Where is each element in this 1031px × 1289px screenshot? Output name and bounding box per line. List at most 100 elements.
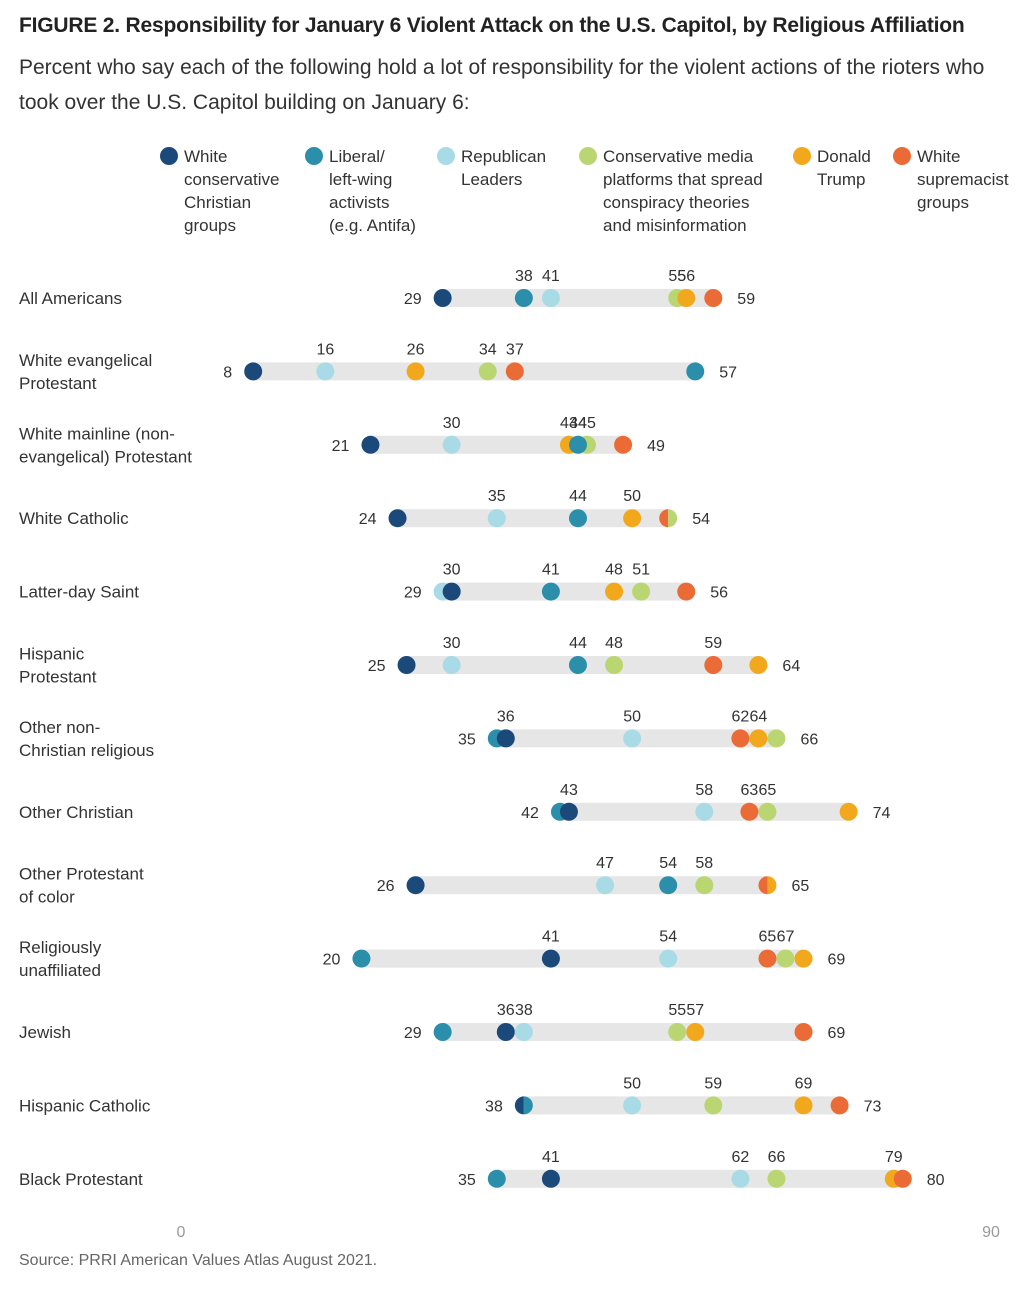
dot-rep [487,509,506,528]
dot-rep [541,289,560,307]
dot-ws [505,362,524,381]
value-label: 35 [458,1172,476,1189]
dot-ws [893,1169,912,1188]
row-label: of color [19,888,75,907]
legend-item-ws: White supremacist groups [893,145,1009,214]
value-label: 62 [731,1149,749,1166]
value-label: 69 [795,1075,813,1092]
dot-lib [487,1169,506,1188]
dot-lib [686,362,705,381]
dot-lib [568,435,587,454]
dot-lib [352,949,371,968]
value-label: 34 [479,341,497,358]
value-label: 66 [800,731,818,748]
value-label: 59 [737,291,755,308]
value-label: 58 [695,855,713,872]
dot-wccg [244,362,263,381]
value-label: 50 [623,1075,641,1092]
dot-ws [758,949,777,968]
dot-ws [704,289,723,307]
row-label: All Americans [19,289,122,308]
range-bar [397,509,669,528]
value-label: 50 [623,488,641,505]
dot-trump [749,729,768,748]
value-label: 47 [596,855,614,872]
value-label: 43 [560,782,578,799]
dot-rep [623,1096,642,1115]
dot-trump [686,1023,705,1041]
dot-trump [749,656,768,674]
value-label: 43 [560,415,578,432]
dot-wccg [559,802,578,821]
value-label: 67 [777,929,795,946]
dot-rep [442,656,461,674]
row-label: White mainline (non- [19,424,175,443]
dot-rep [596,876,615,895]
row-label: Protestant [19,374,97,393]
dot-lib [568,509,587,528]
value-label: 26 [377,878,395,895]
value-label: 49 [647,438,665,455]
row-label: Other non- [19,718,100,737]
row-label: Hispanic [19,645,85,664]
row-label: Other Protestant [19,865,144,884]
value-label: 21 [332,438,350,455]
dot-cons [695,876,714,895]
value-label: 54 [659,929,677,946]
figure-title: FIGURE 2. Responsibility for January 6 V… [19,14,965,37]
value-label: 41 [542,562,560,579]
dot-trump [605,582,624,601]
dot-wccg [442,582,461,601]
dot-cons [668,509,678,528]
value-label: 29 [404,585,422,602]
row-label: Latter-day Saint [19,583,139,602]
dot-wccg [514,1096,524,1115]
legend-label: Conservative media platforms that spread c… [603,147,763,235]
row-label: Black Protestant [19,1170,143,1189]
value-label: 54 [692,511,710,528]
dot-ws [677,582,696,601]
value-label: 63 [741,782,759,799]
value-label: 51 [632,562,650,579]
value-label: 50 [623,708,641,725]
value-label: 58 [695,782,713,799]
value-label: 24 [359,511,377,528]
dot-rep [442,435,461,454]
value-label: 37 [506,341,524,358]
dot-wccg [397,656,416,674]
value-label: 65 [759,929,777,946]
dot-wccg [496,1023,515,1041]
value-label: 59 [704,635,722,652]
row-label: evangelical) Protestant [19,447,192,466]
legend-item-wccg: White conservative Christian groups [160,145,279,237]
dot-lib [523,1096,533,1115]
value-label: 62 [731,708,749,725]
legend-swatch [437,147,455,165]
row-label: Jewish [19,1023,71,1042]
value-label: 8 [223,364,232,381]
range-bar [370,435,624,454]
value-label: 44 [569,635,587,652]
value-label: 36 [497,1002,515,1019]
legend-label: Donald Trump [817,147,871,189]
dot-ws [758,876,768,895]
value-label: 35 [458,731,476,748]
value-label: 38 [515,1002,533,1019]
range-bar [442,1023,804,1041]
range-bar [253,362,696,381]
row-label: unaffiliated [19,961,101,980]
value-label: 56 [710,585,728,602]
dot-wccg [361,435,380,454]
value-label: 55 [668,268,686,285]
legend-item-trump: Donald Trump [793,145,871,191]
dot-cons [605,656,624,674]
value-label: 55 [668,1002,686,1019]
figure-subtitle: Percent who say each of the following ho… [19,56,985,114]
dot-wccg [406,876,425,895]
legend-label: White conservative Christian groups [184,147,280,235]
dot-cons [668,1023,687,1041]
dot-trump [677,289,696,307]
value-label: 25 [368,658,386,675]
dot-rep [316,362,335,381]
dot-cons [767,729,786,748]
